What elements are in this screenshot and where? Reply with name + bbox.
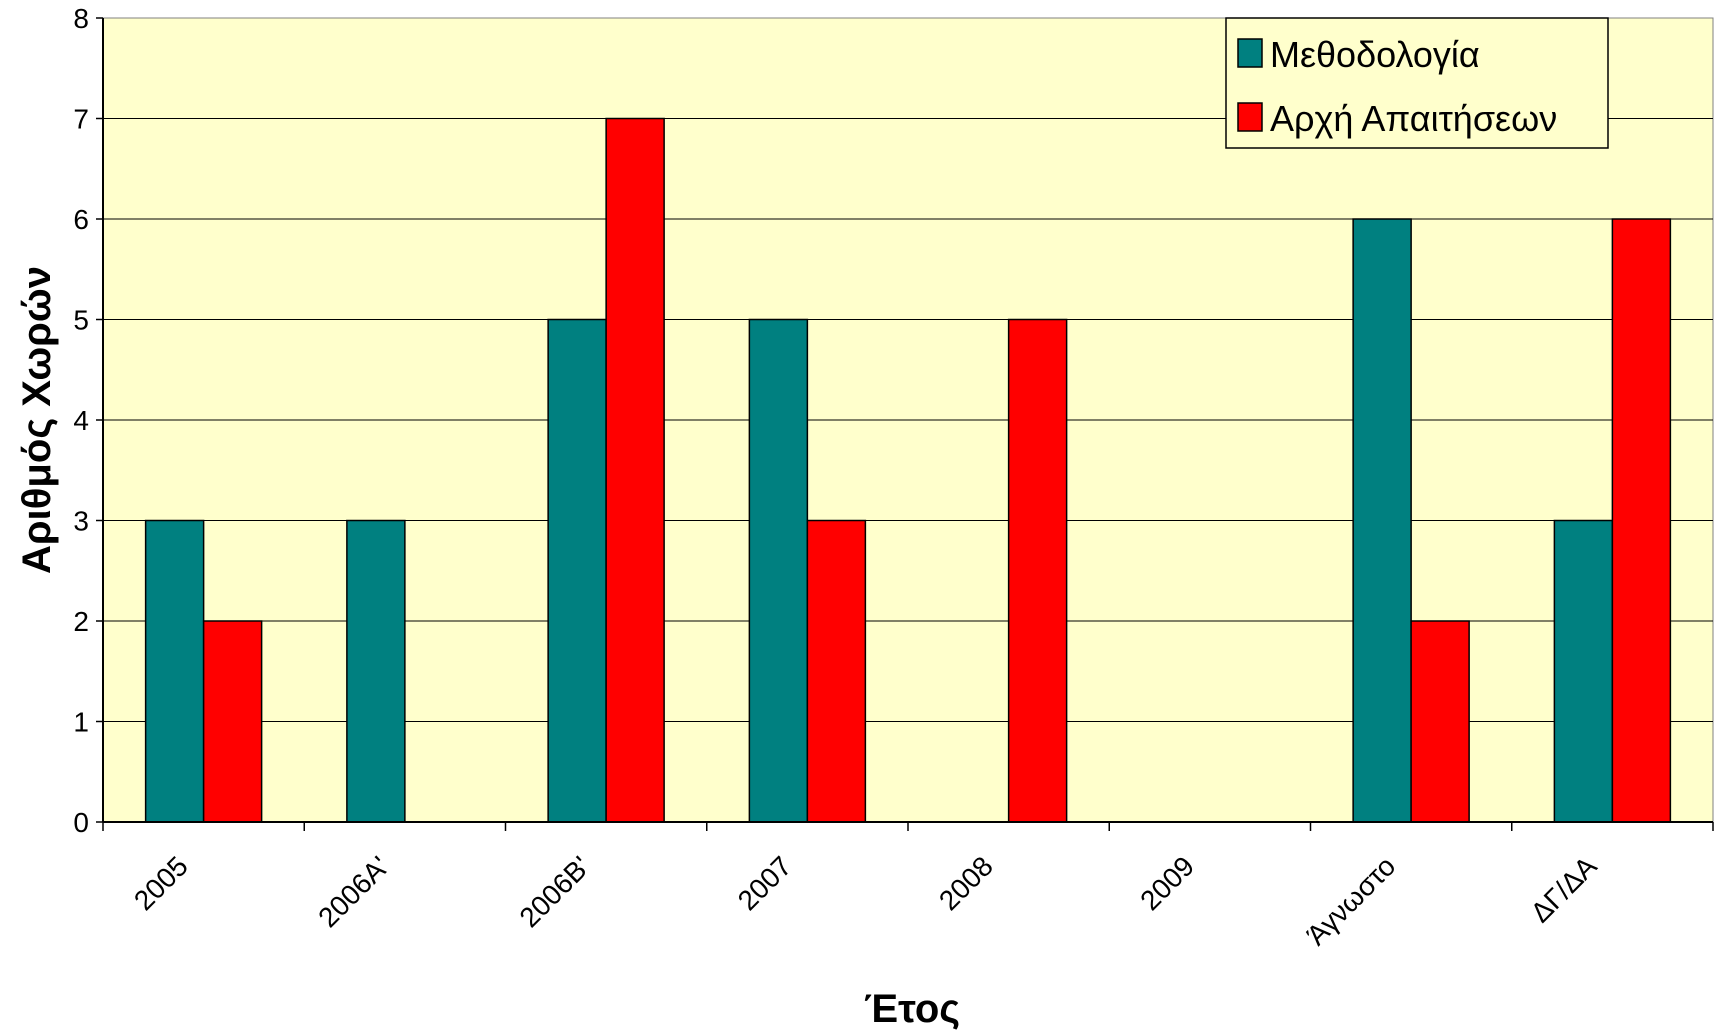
legend-label-methodology: Μεθοδολογία [1270,34,1480,75]
legend-swatch-requirements-authority [1237,102,1263,132]
y-tick-label-1: 1 [73,707,89,738]
bar-methodology-0 [144,519,205,823]
bar-requirements-authority-7 [1611,218,1672,823]
y-tick-label-8: 8 [73,3,89,34]
bar-methodology-7 [1553,519,1614,823]
bar-requirements-authority-4 [1007,318,1068,823]
bar-requirements-authority-0 [202,620,263,823]
y-tick-label-0: 0 [73,807,89,838]
bar-requirements-authority-3 [806,519,867,823]
x-tick-label-5: 2009 [1134,850,1200,916]
x-tick-label-6: Άγνωστο [1301,850,1402,951]
bar-methodology-1 [346,519,406,823]
y-tick-label-5: 5 [73,305,89,336]
y-tick-label-2: 2 [73,606,89,637]
x-tick-label-3: 2007 [732,850,798,916]
legend-swatch-methodology [1237,38,1263,68]
y-tick-label-3: 3 [73,506,89,537]
legend-label-requirements-authority: Αρχή Απαιτήσεων [1270,98,1557,139]
bar-methodology-3 [748,318,809,823]
bar-methodology-6 [1352,218,1412,823]
bar-requirements-authority-6 [1410,620,1470,823]
x-tick-label-2: 2006Β' [513,850,596,933]
x-tick-label-7: ΔΓ/ΔΑ [1525,850,1603,928]
bar-methodology-2 [547,318,607,823]
x-tick-label-4: 2008 [933,850,999,916]
y-axis-ticks: 0 1 2 3 4 5 6 7 8 [73,3,103,838]
x-tick-label-1: 2006Α' [312,850,395,933]
bars [144,117,1672,823]
legend-box [1225,17,1609,149]
y-tick-label-4: 4 [73,405,89,436]
x-axis-ticks: 2005 2006Α' 2006Β' 2007 2008 2009 Άγνωστο ΔΓ/ΔΑ [102,822,1714,951]
x-axis-title: Έτος [864,987,960,1031]
axes [102,18,1713,823]
legend: Μεθοδολογία Αρχή Απαιτήσεων [1225,17,1609,149]
y-tick-label-6: 6 [73,204,89,235]
x-tick-label-0: 2005 [128,850,194,916]
y-axis-title: Αριθμός Χωρών [15,266,59,574]
y-tick-label-7: 7 [73,104,89,135]
bar-requirements-authority-2 [605,117,665,823]
